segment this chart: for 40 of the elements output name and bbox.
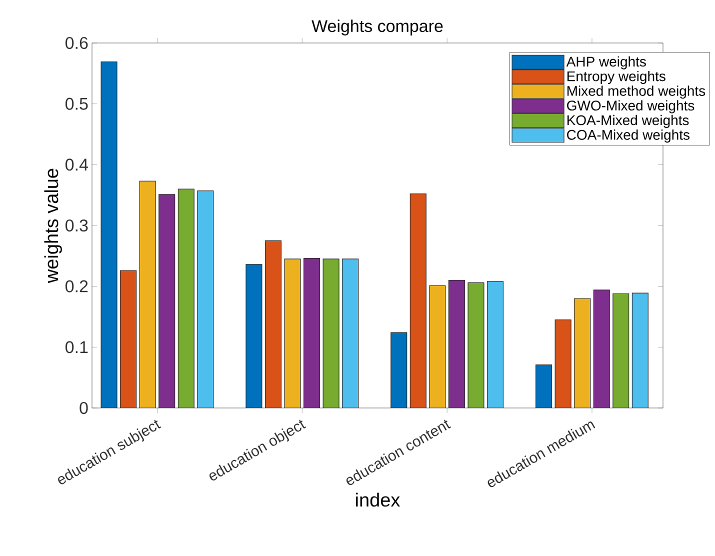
bar — [178, 188, 194, 408]
bar — [486, 281, 504, 408]
bar — [246, 264, 262, 408]
y-tick-label: 0.6 — [66, 36, 88, 50]
legend-label: AHP weights — [566, 56, 646, 70]
legend-label: Entropy weights — [567, 70, 666, 84]
y-tick-label: 0.5 — [66, 98, 88, 110]
bar — [429, 285, 446, 408]
bar — [197, 190, 214, 408]
y-tick-label: 0.2 — [66, 280, 88, 292]
bar — [593, 290, 610, 408]
legend-label: COA-Mixed weights — [567, 130, 690, 143]
bar — [139, 180, 156, 408]
bar — [342, 258, 359, 408]
x-axis-title: index — [356, 492, 400, 507]
bar — [304, 258, 320, 408]
legend-label: Mixed method weights — [567, 86, 706, 99]
bar — [468, 282, 484, 408]
bar — [284, 258, 301, 408]
bar — [612, 293, 630, 408]
legend-label: GWO-Mixed weights — [567, 100, 694, 114]
y-tick-label: 0.1 — [66, 341, 88, 354]
y-tick-label: 0 — [80, 402, 88, 414]
bar — [554, 319, 572, 408]
y-tick-label: 0.4 — [66, 158, 88, 171]
bar — [410, 194, 426, 408]
bar — [264, 240, 282, 408]
y-axis-title: weights value — [44, 168, 62, 284]
legend-label: KOA-Mixed weights — [567, 114, 689, 128]
bar — [390, 332, 408, 408]
bar — [322, 258, 340, 408]
bar — [536, 364, 552, 408]
bar — [120, 270, 137, 408]
bar — [574, 298, 591, 408]
bar — [100, 62, 118, 408]
bar — [158, 194, 176, 408]
bar — [632, 292, 648, 408]
y-tick-label: 0.3 — [66, 219, 88, 232]
chart-title: Weights compare — [312, 20, 443, 36]
bar — [448, 280, 465, 408]
